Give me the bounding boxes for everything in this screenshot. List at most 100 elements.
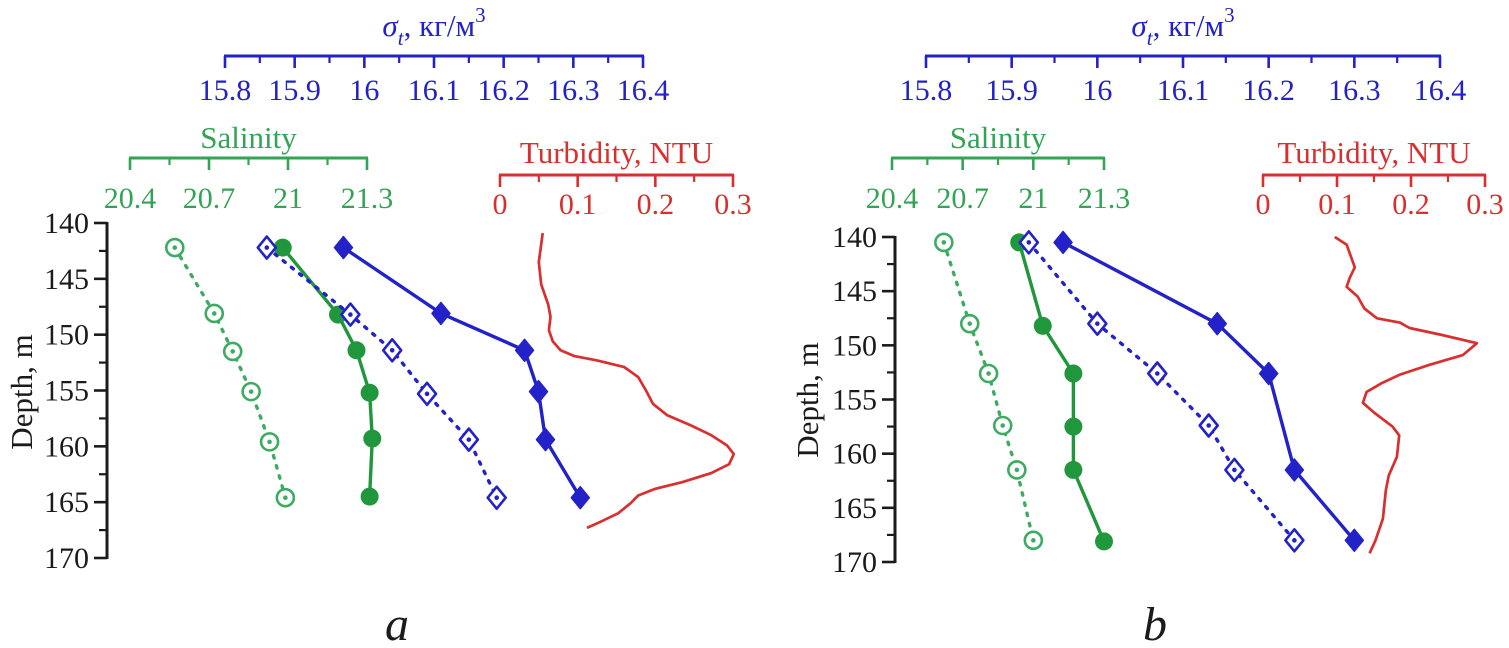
diamond-center-dot (466, 437, 472, 442)
panel-b-turbidity-profile (1334, 235, 1479, 554)
depth-tick-label: 145 (832, 275, 877, 308)
depth-tick-label: 165 (832, 492, 877, 525)
panel-b-turbidity-axis: 0 0.1 0.2 0.3 Turbidity, NTU (1256, 135, 1504, 221)
panel-b-density-dashed-open-diamonds (1018, 230, 1305, 553)
sigma-tick-label: 16.4 (617, 74, 670, 107)
circle-center-dot (1000, 423, 1006, 428)
circle-filled-marker (1033, 316, 1052, 335)
panel-b-density-solid-filled-diamonds (1053, 230, 1365, 553)
depth-tick-label: 140 (832, 221, 877, 254)
diamond-center-dot (348, 312, 353, 317)
depth-tick-label: 170 (44, 542, 89, 575)
depth-tick-label: 140 (44, 207, 89, 240)
circle-center-dot (248, 389, 254, 394)
turbidity-tick-label: 0.2 (637, 188, 675, 221)
diamond-filled-marker (1207, 311, 1228, 336)
depth-tick-label: 160 (44, 430, 89, 463)
turbidity-axis-title: Turbidity, NTU (1277, 135, 1470, 170)
sigma-tick-label: 15.8 (199, 74, 252, 107)
turbidity-tick-label: 0.3 (1466, 188, 1504, 221)
depth-tick-label: 155 (832, 384, 877, 417)
diamond-filled-marker (528, 379, 549, 404)
circle-filled-marker (329, 305, 348, 324)
diamond-center-dot (264, 245, 270, 250)
depth-axis-title: Depth, m (790, 342, 825, 457)
diamond-filled-marker (333, 235, 354, 260)
panel-b-depth-axis: 140 145 150 155 160 165 170 Depth, m (790, 221, 897, 579)
turbidity-tick-label: 0 (493, 188, 508, 221)
circle-center-dot (1031, 538, 1036, 543)
sigma-axis-title: σt, кг/м3 (1131, 3, 1234, 50)
circle-filled-marker (360, 383, 379, 402)
circle-center-dot (986, 371, 991, 376)
circle-center-dot (283, 495, 288, 501)
panel-b-salinity-solid-filled-circles (1010, 233, 1113, 551)
diamond-filled-marker (1258, 361, 1279, 386)
panel-a-sigma-axis: 15.8 15.9 16 16.1 16.2 16.3 16.4 σt, кг/м3 (199, 3, 670, 107)
circle-center-dot (230, 349, 235, 354)
diamond-center-dot (389, 348, 395, 353)
salinity-solid-filled-circles-line (281, 246, 374, 497)
diamond-center-dot (494, 495, 500, 501)
panel-a-salinity-dashed-open-circles (164, 237, 296, 508)
circle-filled-marker (1095, 532, 1113, 551)
turbidity-tick-label: 0.3 (714, 188, 752, 221)
panel-a-density-solid-filled-diamonds (333, 235, 591, 510)
turbidity-tick-label: 0 (1256, 188, 1271, 221)
turbidity-profile-line (1334, 235, 1479, 554)
panel-b-sigma-axis: 15.8 15.9 16 16.1 16.2 16.3 16.4 σt, кг/м3 (900, 3, 1467, 107)
depth-tick-label: 170 (832, 546, 877, 579)
salinity-axis-title: Salinity (200, 120, 297, 155)
panel-b-letter: b (1143, 598, 1167, 648)
density-dashed-open-diamonds-line (1027, 240, 1297, 542)
panel-a-depth-axis: 140 145 150 155 160 165 170 Depth, m (4, 207, 109, 575)
circle-filled-marker (360, 487, 379, 506)
sigma-tick-label: 16.4 (1414, 74, 1467, 107)
sigma-tick-label: 16 (1082, 74, 1112, 107)
panel-a-salinity-axis: 20.4 20.7 21 21.3 Salinity (104, 120, 394, 215)
panel-a-letter: a (385, 598, 409, 648)
circle-filled-marker (1064, 364, 1083, 383)
diamond-filled-marker (514, 338, 535, 363)
density-dashed-open-diamonds-line (265, 245, 499, 500)
turbidity-profile-line (537, 232, 736, 530)
salinity-solid-filled-circles-line (1017, 241, 1106, 543)
salinity-tick-label: 21 (273, 182, 303, 215)
panel-b-salinity-axis: 20.4 20.7 21 21.3 Salinity (866, 120, 1131, 215)
circle-filled-marker (347, 341, 366, 360)
salinity-axis-title: Salinity (950, 120, 1047, 155)
diamond-filled-marker (1344, 528, 1365, 553)
salinity-dashed-open-circles-line (173, 245, 288, 500)
diamond-filled-marker (1053, 230, 1073, 255)
sigma-tick-label: 16.2 (1242, 74, 1295, 107)
diamond-center-dot (1095, 321, 1100, 326)
turbidity-tick-label: 0.1 (559, 188, 597, 221)
depth-tick-label: 145 (44, 263, 89, 296)
salinity-dashed-open-circles-line (942, 240, 1036, 542)
salinity-tick-label: 21 (1018, 182, 1048, 215)
turbidity-tick-label: 0.2 (1392, 188, 1430, 221)
sigma-tick-label: 16.1 (1157, 74, 1210, 107)
diamond-filled-marker (1284, 458, 1305, 482)
diamond-center-dot (1232, 467, 1237, 473)
salinity-tick-label: 20.7 (936, 182, 989, 215)
salinity-tick-label: 21.3 (341, 182, 394, 215)
sigma-tick-label: 16.3 (547, 74, 600, 107)
circle-filled-marker (363, 429, 382, 448)
circle-center-dot (967, 321, 973, 326)
diamond-center-dot (1292, 538, 1297, 543)
turbidity-axis-title: Turbidity, NTU (520, 135, 713, 170)
circle-filled-marker (273, 238, 292, 257)
circle-filled-marker (1064, 460, 1083, 479)
sigma-tick-label: 16.1 (408, 74, 461, 107)
depth-axis-title: Depth, m (4, 334, 39, 449)
diamond-filled-marker (431, 301, 451, 326)
sigma-tick-label: 15.9 (985, 74, 1038, 107)
sigma-axis-title: σt, кг/м3 (382, 3, 485, 50)
panel-a-turbidity-profile (537, 232, 736, 530)
circle-center-dot (172, 245, 178, 250)
